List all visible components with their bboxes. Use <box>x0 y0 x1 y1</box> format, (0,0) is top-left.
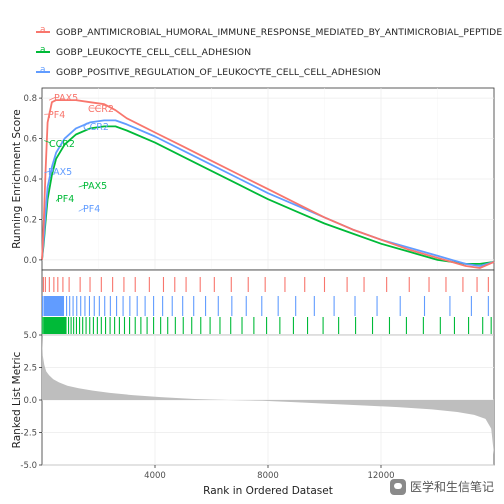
legend-key: a <box>36 45 50 58</box>
ranked-metric-panel: 5.0 2.5 0.0 -2.5 -5.0 4000 8000 12000 Ranked L… <box>11 331 495 497</box>
gene-hits-marks <box>41 277 492 334</box>
wechat-icon <box>389 478 406 495</box>
y-tick-label: 0.8 <box>23 94 37 104</box>
annotation-leader <box>84 122 88 127</box>
x-tick-label: 12000 <box>367 471 394 481</box>
es-series-line <box>41 125 495 265</box>
legend-label: GOBP_ANTIMICROBIAL_HUMORAL_IMMUNE_RESPON… <box>56 26 503 38</box>
watermark-text: 医学和生信笔记 <box>409 480 494 494</box>
annotation-leader <box>44 170 51 174</box>
es-series-line <box>41 99 495 269</box>
x-axis-ticks: 4000 8000 12000 <box>144 465 395 481</box>
gene-annotation: PAX5 <box>54 93 78 104</box>
legend-item: a GOBP_POSITIVE_REGULATION_OF_LEUKOCYTE_… <box>36 62 504 82</box>
legend-key: a <box>36 65 50 78</box>
ranked-metric-y-label: Ranked List Metric <box>11 351 23 448</box>
gene-annotation: CCR2 <box>49 139 75 150</box>
gene-hit-block <box>44 317 66 334</box>
x-tick-label: 4000 <box>144 471 166 481</box>
x-tick-label: 8000 <box>257 471 279 481</box>
gene-annotation: PAX5 <box>83 181 107 192</box>
y-tick-label: 5.0 <box>23 331 37 341</box>
y-tick-label: 0.4 <box>23 175 37 185</box>
gene-annotation: PF4 <box>57 194 74 205</box>
y-tick-label: -5.0 <box>20 461 37 471</box>
running-es-annotations: PAX5 PF4 CCR2 CCR2 CCR2 PAX5 PAX5 PF4 PF4 <box>44 93 114 215</box>
ranked-metric-y-ticks: 5.0 2.5 0.0 -2.5 -5.0 <box>20 331 42 471</box>
gene-hits-frame <box>41 269 495 336</box>
running-es-y-ticks: 0.0 0.2 0.4 0.6 0.8 <box>23 94 42 266</box>
y-tick-label: 2.5 <box>23 364 37 374</box>
legend-item: a GOBP_ANTIMICROBIAL_HUMORAL_IMMUNE_RESP… <box>36 22 504 42</box>
running-es-lines <box>41 99 495 269</box>
legend-item: a GOBP_LEUKOCYTE_CELL_CELL_ADHESION <box>36 42 504 62</box>
legend-label: GOBP_POSITIVE_REGULATION_OF_LEUKOCYTE_CE… <box>56 66 381 78</box>
annotation-leader <box>44 140 52 144</box>
gene-annotation: PAX5 <box>48 167 72 178</box>
gene-hits-panel <box>41 269 495 336</box>
y-tick-label: 0.2 <box>23 215 37 225</box>
running-es-grid <box>42 88 494 270</box>
gene-annotation: CCR2 <box>88 104 114 115</box>
x-axis-label: Rank in Ordered Dataset <box>203 485 333 497</box>
gene-hit-block <box>44 296 64 316</box>
y-tick-label: 0.6 <box>23 135 37 145</box>
annotation-leader <box>78 184 86 188</box>
legend-label: GOBP_LEUKOCYTE_CELL_CELL_ADHESION <box>56 46 252 58</box>
gene-annotation: PF4 <box>83 204 100 215</box>
legend-key: a <box>36 25 50 38</box>
annotation-leader <box>78 207 86 212</box>
y-tick-label: -2.5 <box>20 429 37 439</box>
annotation-leader <box>55 197 60 202</box>
running-es-y-label: Running Enrichment Score <box>11 109 23 249</box>
gene-annotation: PF4 <box>48 110 65 121</box>
watermark: 医学和生信笔记 <box>389 478 494 495</box>
annotation-leader <box>48 96 57 101</box>
legend: a GOBP_ANTIMICROBIAL_HUMORAL_IMMUNE_RESP… <box>36 22 504 82</box>
gene-annotation: CCR2 <box>83 122 109 133</box>
running-es-panel: PAX5 PF4 CCR2 CCR2 CCR2 PAX5 PAX5 PF4 PF4 0.0 0.2… <box>11 87 495 271</box>
y-tick-label: 0.0 <box>23 256 37 266</box>
es-series-line <box>41 119 495 267</box>
y-tick-label: 0.0 <box>23 396 37 406</box>
